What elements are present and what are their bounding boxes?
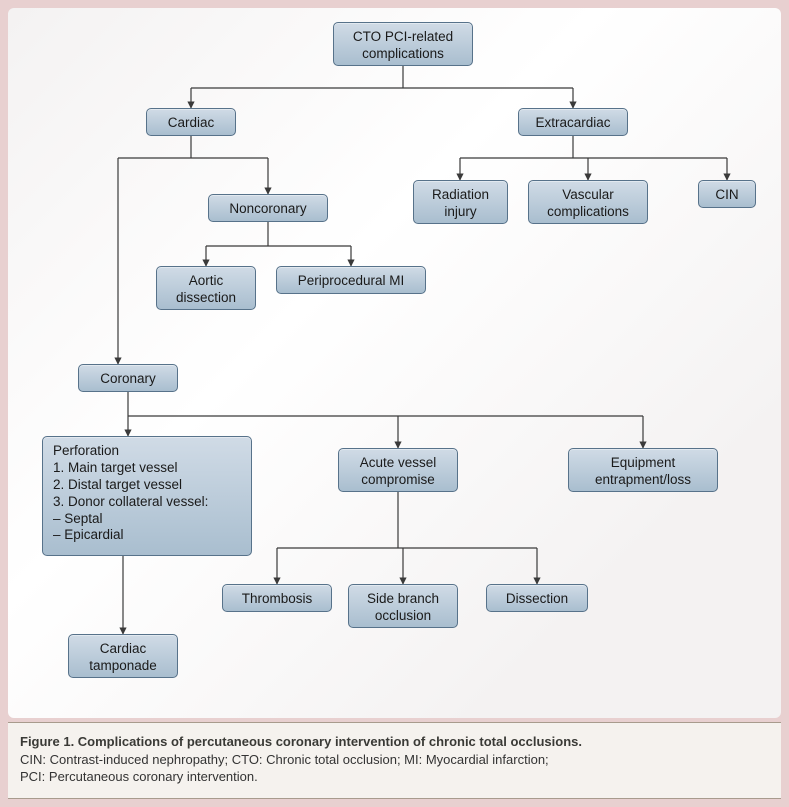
node-vascular-complications: Vascular complications bbox=[528, 180, 648, 224]
node-perforation: Perforation 1. Main target vessel 2. Dis… bbox=[42, 436, 252, 556]
node-thrombosis: Thrombosis bbox=[222, 584, 332, 612]
figure-outer: CTO PCI-related complications Cardiac Ex… bbox=[0, 0, 789, 807]
node-extracardiac: Extracardiac bbox=[518, 108, 628, 136]
caption-title: Figure 1. Complications of percutaneous … bbox=[20, 734, 582, 749]
flowchart-canvas: CTO PCI-related complications Cardiac Ex… bbox=[8, 8, 781, 718]
node-side-branch-occlusion: Side branch occlusion bbox=[348, 584, 458, 628]
node-cardiac: Cardiac bbox=[146, 108, 236, 136]
node-aortic-dissection: Aortic dissection bbox=[156, 266, 256, 310]
node-root: CTO PCI-related complications bbox=[333, 22, 473, 66]
node-radiation-injury: Radiation injury bbox=[413, 180, 508, 224]
node-cardiac-tamponade: Cardiac tamponade bbox=[68, 634, 178, 678]
node-noncoronary: Noncoronary bbox=[208, 194, 328, 222]
caption-line-2: PCI: Percutaneous coronary intervention. bbox=[20, 769, 258, 784]
node-acute-vessel-compromise: Acute vessel compromise bbox=[338, 448, 458, 492]
node-equipment-entrapment-loss: Equipment entrapment/loss bbox=[568, 448, 718, 492]
node-dissection: Dissection bbox=[486, 584, 588, 612]
caption-line-1: CIN: Contrast-induced nephropathy; CTO: … bbox=[20, 752, 549, 767]
node-coronary: Coronary bbox=[78, 364, 178, 392]
figure-caption: Figure 1. Complications of percutaneous … bbox=[8, 722, 781, 799]
node-periprocedural-mi: Periprocedural MI bbox=[276, 266, 426, 294]
node-cin: CIN bbox=[698, 180, 756, 208]
